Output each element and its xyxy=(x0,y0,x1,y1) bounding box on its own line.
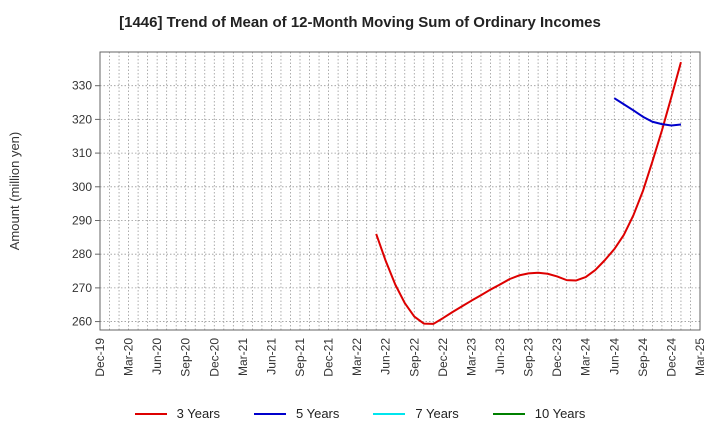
series-lines xyxy=(375,61,682,325)
x-tick-label: Mar-21 xyxy=(236,338,250,376)
legend-item-3-years: 3 Years xyxy=(134,406,220,421)
grid-lines xyxy=(100,52,700,330)
x-tick-label: Jun-21 xyxy=(264,338,278,375)
x-tick-label: Sep-21 xyxy=(293,338,307,377)
x-tick-label: Dec-22 xyxy=(436,338,450,377)
legend-item-7-years: 7 Years xyxy=(373,406,459,421)
y-axis-label: Amount (million yen) xyxy=(7,132,22,251)
legend-label: 5 Years xyxy=(296,406,340,421)
x-tick-label: Sep-23 xyxy=(522,338,536,377)
y-tick-label: 290 xyxy=(72,213,92,227)
x-tick-label: Mar-25 xyxy=(693,338,707,376)
x-tick-label: Mar-23 xyxy=(464,338,478,376)
chart-title: [1446] Trend of Mean of 12-Month Moving … xyxy=(119,14,601,31)
x-tick-label: Dec-20 xyxy=(207,338,221,377)
x-tick-label: Dec-24 xyxy=(664,338,678,377)
x-tick-label: Jun-23 xyxy=(493,338,507,375)
x-tick-label: Mar-20 xyxy=(122,338,136,376)
y-tick-label: 320 xyxy=(72,112,92,126)
x-tick-label: Mar-22 xyxy=(350,338,364,376)
x-axis-ticks: Dec-19 Mar-20 Jun-20 Sep-20 Dec-20 Mar-21 Jun-… xyxy=(93,338,707,377)
series-line-5-years xyxy=(613,97,682,127)
x-tick-label: Dec-19 xyxy=(93,338,107,377)
legend-label: 10 Years xyxy=(534,406,586,421)
legend-label: 7 Years xyxy=(415,406,459,421)
legend-label: 3 Years xyxy=(176,406,220,421)
y-tick-label: 310 xyxy=(72,146,92,160)
x-tick-label: Sep-24 xyxy=(636,338,650,377)
x-tick-label: Jun-22 xyxy=(379,338,393,375)
y-axis-ticks: 260 270 280 290 300 310 320 330 xyxy=(72,79,100,329)
series-line-3-years xyxy=(375,61,682,325)
x-tick-label: Dec-23 xyxy=(550,338,564,377)
y-tick-label: 330 xyxy=(72,79,92,93)
chart-legend: 3 Years 5 Years 7 Years 10 Years xyxy=(0,406,720,421)
x-tick-label: Dec-21 xyxy=(322,338,336,377)
y-tick-label: 300 xyxy=(72,180,92,194)
legend-swatch xyxy=(134,412,167,415)
y-tick-label: 260 xyxy=(72,315,92,329)
line-chart: 260 270 280 290 300 310 320 330 Dec-19 Mar-20 Jun… xyxy=(7,51,707,377)
x-tick-label: Jun-20 xyxy=(150,338,164,375)
x-tick-label: Sep-20 xyxy=(179,338,193,377)
legend-swatch xyxy=(492,412,525,415)
legend-swatch xyxy=(373,412,406,415)
plot-frame xyxy=(99,51,701,331)
y-tick-label: 280 xyxy=(72,247,92,261)
legend-item-5-years: 5 Years xyxy=(254,406,339,421)
y-tick-label: 270 xyxy=(72,281,92,295)
legend-item-10-years: 10 Years xyxy=(492,406,586,421)
x-tick-label: Mar-24 xyxy=(579,338,593,376)
legend-swatch xyxy=(254,412,286,415)
x-tick-label: Sep-22 xyxy=(407,338,421,377)
x-tick-label: Jun-24 xyxy=(607,338,621,375)
